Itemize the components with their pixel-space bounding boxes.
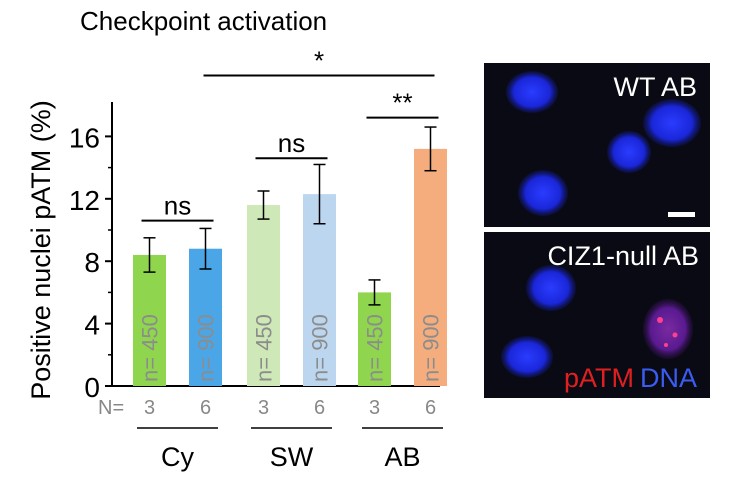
y-tick-label: 12 bbox=[69, 185, 100, 216]
significance-label: ns bbox=[278, 128, 305, 158]
n-label: n= 900 bbox=[194, 314, 219, 382]
n-count: 3 bbox=[144, 397, 155, 419]
micrograph-wt: WT AB bbox=[484, 63, 710, 227]
micrograph-wt-title: WT AB bbox=[613, 72, 697, 102]
n-count: 6 bbox=[200, 397, 211, 419]
significance-label: ** bbox=[392, 88, 412, 118]
y-tick-label: 8 bbox=[84, 247, 100, 278]
n-prefix: N= bbox=[98, 397, 124, 419]
group-labels: Cy SW AB bbox=[137, 427, 443, 472]
group-label: Cy bbox=[161, 442, 194, 472]
group-label: SW bbox=[270, 442, 314, 472]
chart-title: Checkpoint activation bbox=[80, 6, 327, 36]
scale-bar bbox=[668, 212, 695, 217]
bar bbox=[414, 148, 447, 386]
nucleus bbox=[526, 265, 576, 311]
n-count: 3 bbox=[369, 397, 380, 419]
y-tick-label: 4 bbox=[84, 310, 100, 341]
n-count: 3 bbox=[258, 397, 269, 419]
y-tick-label: 0 bbox=[84, 372, 100, 403]
bar bbox=[358, 292, 391, 386]
error-bars bbox=[143, 126, 437, 306]
n-count: 6 bbox=[425, 397, 436, 419]
patm-focus bbox=[672, 332, 678, 338]
nucleus-patm bbox=[643, 299, 693, 359]
bar bbox=[133, 254, 166, 386]
n-label: n= 450 bbox=[252, 314, 277, 382]
micrograph-legend: pATM DNA bbox=[564, 363, 697, 393]
n-row: 3 6 3 6 3 6 bbox=[144, 397, 436, 419]
n-label: n= 450 bbox=[363, 314, 388, 382]
bar bbox=[247, 205, 280, 386]
patm-focus bbox=[664, 343, 668, 347]
group-label: AB bbox=[384, 442, 420, 472]
nucleus bbox=[518, 170, 568, 216]
y-ticks: 0 4 8 12 16 bbox=[69, 122, 112, 403]
micrograph-null-title: CIZ1-null AB bbox=[547, 241, 699, 271]
n-label: n= 900 bbox=[419, 314, 444, 382]
micrograph-null: CIZ1-null AB pATM DNA bbox=[484, 232, 710, 398]
patm-focus bbox=[657, 317, 663, 323]
bar bbox=[303, 194, 336, 386]
legend-patm: pATM bbox=[564, 363, 634, 393]
nucleus bbox=[506, 71, 558, 113]
y-tick-label: 16 bbox=[69, 122, 100, 153]
y-axis-label: Positive nuclei pATM (%) bbox=[26, 100, 56, 400]
n-label: n= 900 bbox=[308, 314, 333, 382]
bar bbox=[189, 248, 222, 386]
legend-dna: DNA bbox=[640, 363, 697, 393]
n-labels: n= 450 n= 900 n= 450 n= 900 n= 450 n= 900 bbox=[138, 314, 444, 382]
significance-label: ns bbox=[164, 191, 191, 221]
nucleus bbox=[607, 131, 651, 173]
nucleus bbox=[501, 336, 553, 378]
nucleus bbox=[643, 99, 701, 147]
significance-label: * bbox=[314, 46, 324, 76]
n-label: n= 450 bbox=[138, 314, 163, 382]
bars bbox=[133, 148, 447, 386]
n-count: 6 bbox=[314, 397, 325, 419]
